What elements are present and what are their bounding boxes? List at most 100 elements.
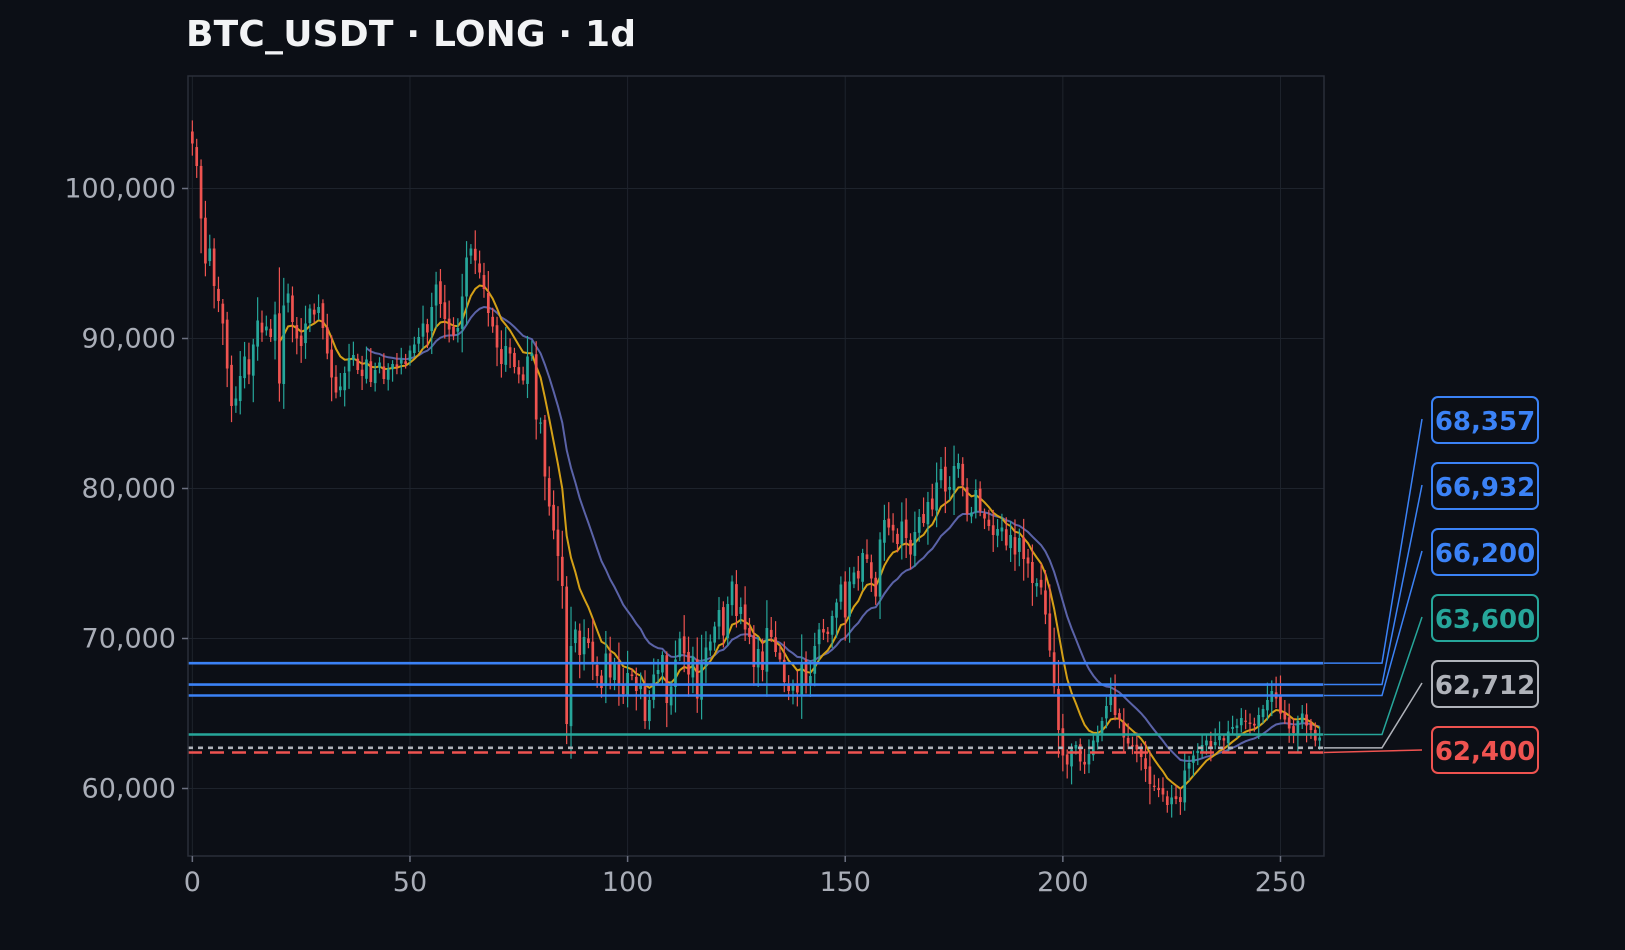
candle-body xyxy=(913,532,917,556)
candle-body xyxy=(730,581,734,606)
candle-body xyxy=(1144,758,1147,769)
candle-body xyxy=(656,670,660,674)
entry-price-label: 68,357 xyxy=(1431,396,1539,444)
candle-up xyxy=(839,576,843,610)
candle-body xyxy=(835,602,838,618)
candle-up xyxy=(465,241,468,326)
candle-up xyxy=(460,273,464,353)
candle-body xyxy=(343,373,347,391)
candle-body xyxy=(691,656,695,678)
candle-up xyxy=(308,304,312,333)
x-tick-label: 250 xyxy=(1255,867,1307,898)
candle-body xyxy=(704,647,708,667)
candle-up xyxy=(1087,739,1091,774)
candle-body xyxy=(1226,731,1230,744)
candle-body xyxy=(1165,796,1169,805)
candle-body xyxy=(604,653,608,687)
current-connector xyxy=(1324,682,1423,749)
grid-lines xyxy=(188,76,1324,856)
candle-body xyxy=(587,638,590,643)
candle-down xyxy=(325,313,329,360)
candle-down xyxy=(1248,713,1252,735)
candle-up xyxy=(282,277,286,409)
candle-down xyxy=(1118,708,1121,729)
candle-down xyxy=(887,502,891,536)
candle-up xyxy=(539,417,542,434)
candle-up xyxy=(1200,733,1204,759)
candle-up xyxy=(208,234,212,267)
candle-up xyxy=(835,598,838,638)
candle-down xyxy=(1131,736,1134,755)
candle-body xyxy=(743,604,747,630)
candle-body xyxy=(991,525,995,535)
candle-down xyxy=(295,317,299,355)
candle-down xyxy=(621,667,625,704)
candle-body xyxy=(909,539,912,555)
candle-up xyxy=(273,301,277,360)
candle-down xyxy=(443,284,447,339)
candle-body xyxy=(1026,557,1030,564)
candle-down xyxy=(204,200,207,277)
candle-up xyxy=(1000,513,1004,542)
candle-body xyxy=(708,641,712,651)
candle-body xyxy=(304,323,307,344)
candle-down xyxy=(330,335,333,402)
candle-down xyxy=(1222,734,1226,753)
candle-up xyxy=(800,634,804,719)
candle-up xyxy=(408,345,412,366)
candle-down xyxy=(991,509,995,552)
candle-body xyxy=(1048,613,1052,651)
candle-body xyxy=(308,308,312,324)
candle-body xyxy=(630,674,634,676)
x-tick-label: 200 xyxy=(1037,867,1089,898)
candle-up xyxy=(678,631,682,661)
x-tick-label: 100 xyxy=(602,867,654,898)
candle-down xyxy=(360,355,364,390)
candle-body xyxy=(1205,740,1208,746)
ema-lines xyxy=(278,284,1321,790)
candle-up xyxy=(813,632,817,687)
candle-body xyxy=(722,607,725,636)
candle-body xyxy=(917,517,921,533)
price-label-text: 62,400 xyxy=(1435,737,1535,767)
candle-body xyxy=(865,554,869,559)
candle-up xyxy=(1096,725,1100,750)
candle-up xyxy=(817,622,821,661)
candle-down xyxy=(321,299,325,340)
candle-down xyxy=(983,508,986,530)
candle-body xyxy=(861,553,864,582)
candle-body xyxy=(674,659,677,687)
candle-body xyxy=(286,293,290,303)
candle-body xyxy=(1231,727,1234,729)
candle-down xyxy=(260,310,264,342)
candle-body xyxy=(1148,766,1152,784)
candle-down xyxy=(278,267,281,402)
candle-body xyxy=(639,683,643,690)
candle-body xyxy=(460,296,464,329)
candle-down xyxy=(748,617,751,645)
candle-down xyxy=(965,478,969,522)
candle-down xyxy=(225,311,229,388)
candle-down xyxy=(961,457,965,497)
candle-body xyxy=(1131,745,1134,747)
candle-body xyxy=(513,352,516,367)
candle-body xyxy=(856,570,860,579)
candle-up xyxy=(304,305,307,359)
candle-body xyxy=(869,562,873,579)
candle-body xyxy=(312,309,316,315)
take-profit-price-label: 63,600 xyxy=(1431,594,1539,642)
candle-body xyxy=(1061,728,1065,756)
candle-up xyxy=(286,283,290,313)
candle-body xyxy=(1196,751,1200,754)
plot-frame xyxy=(187,75,1325,857)
candle-body xyxy=(978,488,982,511)
candle-up xyxy=(365,346,368,384)
candle-body xyxy=(565,586,569,724)
candle-up xyxy=(900,502,904,560)
candle-body xyxy=(974,490,978,513)
candle-body xyxy=(191,131,194,144)
candle-up xyxy=(1183,752,1187,811)
candle-down xyxy=(943,446,947,514)
candle-body xyxy=(469,248,473,256)
candle-body xyxy=(1109,694,1113,706)
